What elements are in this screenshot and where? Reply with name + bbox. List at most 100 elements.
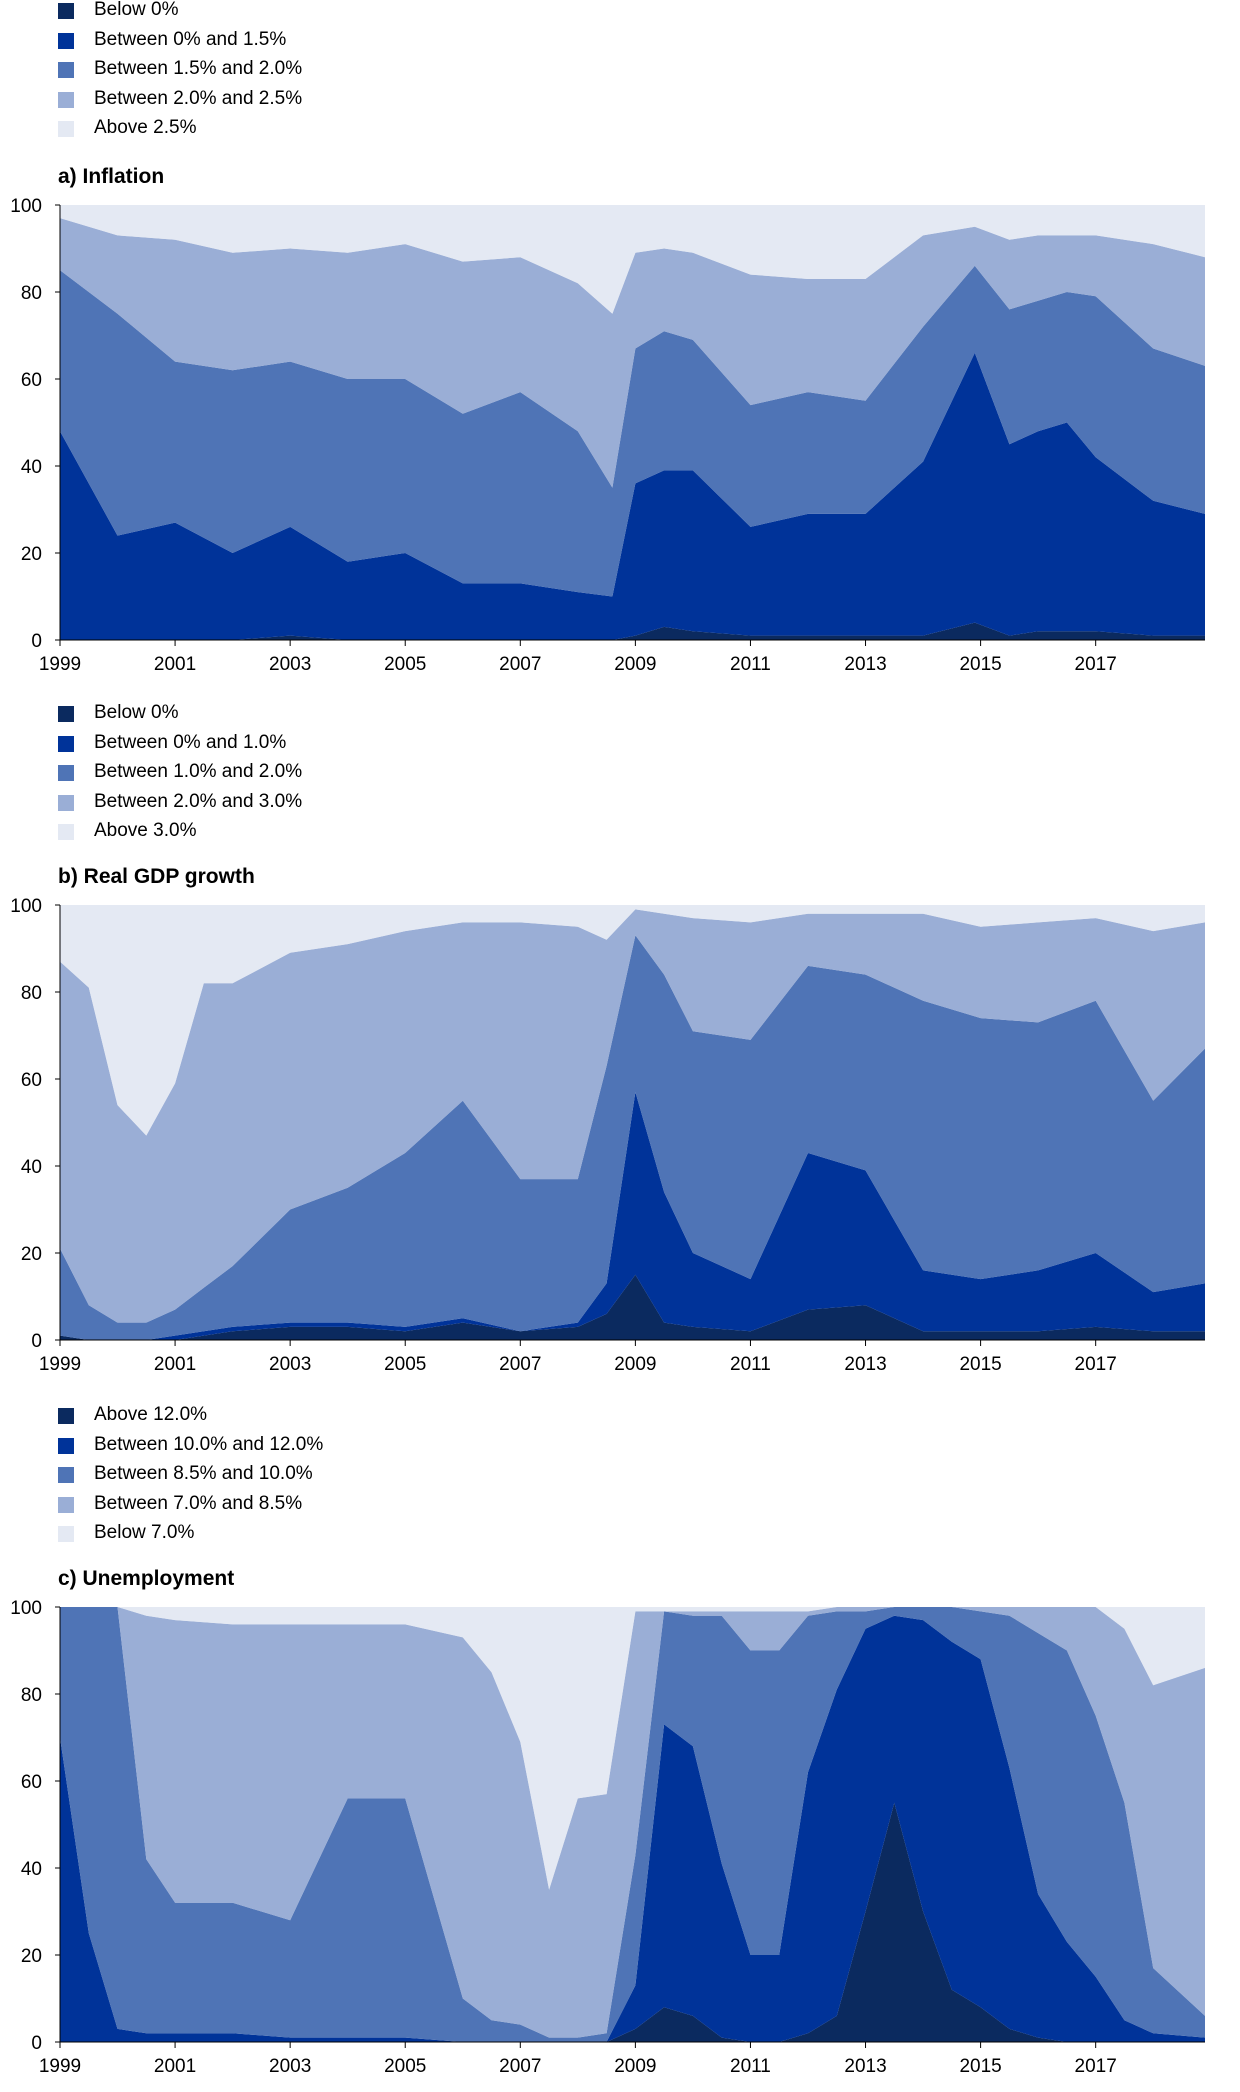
inflation-panel: Below 0% Between 0% and 1.5% Between 1.5… <box>0 0 1240 690</box>
legend-swatch <box>58 735 74 752</box>
area-series-0 <box>60 1802 1205 2042</box>
y-tick-label: 40 <box>21 1157 42 1178</box>
x-tick-label: 2005 <box>384 1354 426 1375</box>
x-tick-label: 2007 <box>499 2056 541 2077</box>
x-tick-label: 2003 <box>269 654 311 675</box>
legend-label: Between 2.0% and 2.5% <box>94 87 303 109</box>
x-tick-label: 2011 <box>730 1354 771 1375</box>
legend-swatch <box>58 1526 74 1542</box>
legend-label: Between 0% and 1.0% <box>94 731 287 753</box>
legend-label: Between 7.0% and 8.5% <box>94 1492 303 1514</box>
area-series-1 <box>60 352 1205 640</box>
x-tick-label: 2003 <box>269 2056 311 2077</box>
y-tick-label: 20 <box>21 544 42 565</box>
legend-label: Below 7.0% <box>94 1522 195 1543</box>
legend-swatch <box>58 121 74 137</box>
legend-label: Above 3.0% <box>94 820 197 841</box>
legend-swatch <box>58 3 74 19</box>
gdp-panel: Below 0% Between 0% and 1.0% Between 1.0… <box>0 700 1240 1390</box>
legend-swatch <box>58 794 74 811</box>
unemployment-title: c) Unemployment <box>58 1567 235 1590</box>
inflation-title: a) Inflation <box>58 165 165 188</box>
x-tick-label: 2009 <box>614 1354 656 1375</box>
legend-label: Between 0% and 1.5% <box>94 28 287 50</box>
x-tick-label: 2009 <box>614 654 656 675</box>
x-tick-label: 1999 <box>39 2056 81 2077</box>
x-tick-label: 2013 <box>844 2056 886 2077</box>
legend-swatch <box>58 765 74 781</box>
x-tick-label: 2007 <box>499 1354 541 1375</box>
area-series-2 <box>60 935 1205 1340</box>
x-tick-label: 2001 <box>154 2056 196 2077</box>
area-series-3 <box>60 1607 1205 2038</box>
y-tick-label: 40 <box>21 457 42 478</box>
area-series-4 <box>60 905 1205 1136</box>
y-tick-label: 100 <box>10 196 42 217</box>
y-tick-label: 20 <box>21 1946 42 1967</box>
y-tick-label: 0 <box>31 2033 42 2054</box>
x-tick-label: 2005 <box>384 2056 426 2077</box>
x-tick-label: 2011 <box>730 2056 771 2077</box>
legend-label: Between 8.5% and 10.0% <box>94 1463 313 1484</box>
x-tick-label: 2015 <box>959 2056 1001 2077</box>
x-tick-label: 1999 <box>39 654 81 675</box>
x-tick-label: 2017 <box>1075 1354 1117 1375</box>
legend-swatch <box>58 32 74 49</box>
unemployment-panel: Above 12.0% Between 10.0% and 12.0% Betw… <box>0 1402 1240 2092</box>
legend-swatch <box>58 1408 74 1424</box>
area-series-3 <box>60 218 1205 488</box>
legend-label: Below 0% <box>94 702 179 723</box>
gdp-chart: 0 20 40 60 80 100 1999 2001 2003 2005 2007 2009 2011… <box>10 896 1205 1375</box>
area-series-2 <box>60 1607 1205 2042</box>
x-tick-label: 2017 <box>1075 654 1117 675</box>
legend-swatch <box>58 824 74 840</box>
legend-swatch <box>58 91 74 108</box>
y-tick-label: 100 <box>10 1598 42 1619</box>
x-tick-label: 2017 <box>1075 2056 1117 2077</box>
gdp-title: b) Real GDP growth <box>58 865 255 888</box>
legend-swatch <box>58 1467 74 1483</box>
legend-label: Above 12.0% <box>94 1404 208 1425</box>
y-tick-label: 80 <box>21 983 42 1004</box>
y-tick-label: 40 <box>21 1859 42 1880</box>
legend-swatch <box>58 62 74 78</box>
legend-label: Between 2.0% and 3.0% <box>94 790 303 812</box>
y-tick-label: 0 <box>31 631 42 652</box>
area-series-2 <box>60 265 1205 597</box>
y-tick-label: 100 <box>10 896 42 917</box>
legend-label: Between 1.0% and 2.0% <box>94 761 303 782</box>
legend-swatch <box>58 706 74 722</box>
unemployment-chart: 0 20 40 60 80 100 1999 2001 2003 2005 2007 2009 2011… <box>10 1598 1205 2077</box>
legend-label: Between 1.5% and 2.0% <box>94 58 303 79</box>
area-series-4 <box>60 205 1205 314</box>
legend-label: Above 2.5% <box>94 117 197 138</box>
area-series-0 <box>60 1274 1205 1340</box>
legend-swatch <box>58 1496 74 1513</box>
x-tick-label: 2001 <box>154 1354 196 1375</box>
x-tick-label: 2015 <box>959 1354 1001 1375</box>
y-tick-label: 60 <box>21 1070 42 1091</box>
inflation-chart: 0 20 40 60 80 100 1999 2001 2003 2005 2007 2009 2011… <box>10 196 1205 675</box>
y-tick-label: 60 <box>21 370 42 391</box>
x-tick-label: 2007 <box>499 654 541 675</box>
x-tick-label: 2009 <box>614 2056 656 2077</box>
x-tick-label: 2013 <box>844 1354 886 1375</box>
area-series-0 <box>60 622 1205 640</box>
legend-label: Between 10.0% and 12.0% <box>94 1433 324 1455</box>
legend-swatch <box>58 1437 74 1454</box>
x-tick-label: 2015 <box>959 654 1001 675</box>
x-tick-label: 2011 <box>730 654 771 675</box>
area-series-3 <box>60 909 1205 1323</box>
x-tick-label: 2005 <box>384 654 426 675</box>
y-tick-label: 80 <box>21 1685 42 1706</box>
area-series-1 <box>60 1092 1205 1340</box>
x-tick-label: 2003 <box>269 1354 311 1375</box>
y-tick-label: 80 <box>21 283 42 304</box>
x-tick-label: 1999 <box>39 1354 81 1375</box>
x-tick-label: 2001 <box>154 654 196 675</box>
y-tick-label: 0 <box>31 1331 42 1352</box>
legend-label: Below 0% <box>94 0 179 20</box>
x-tick-label: 2013 <box>844 654 886 675</box>
area-series-1 <box>60 1615 1205 2042</box>
y-tick-label: 20 <box>21 1244 42 1265</box>
